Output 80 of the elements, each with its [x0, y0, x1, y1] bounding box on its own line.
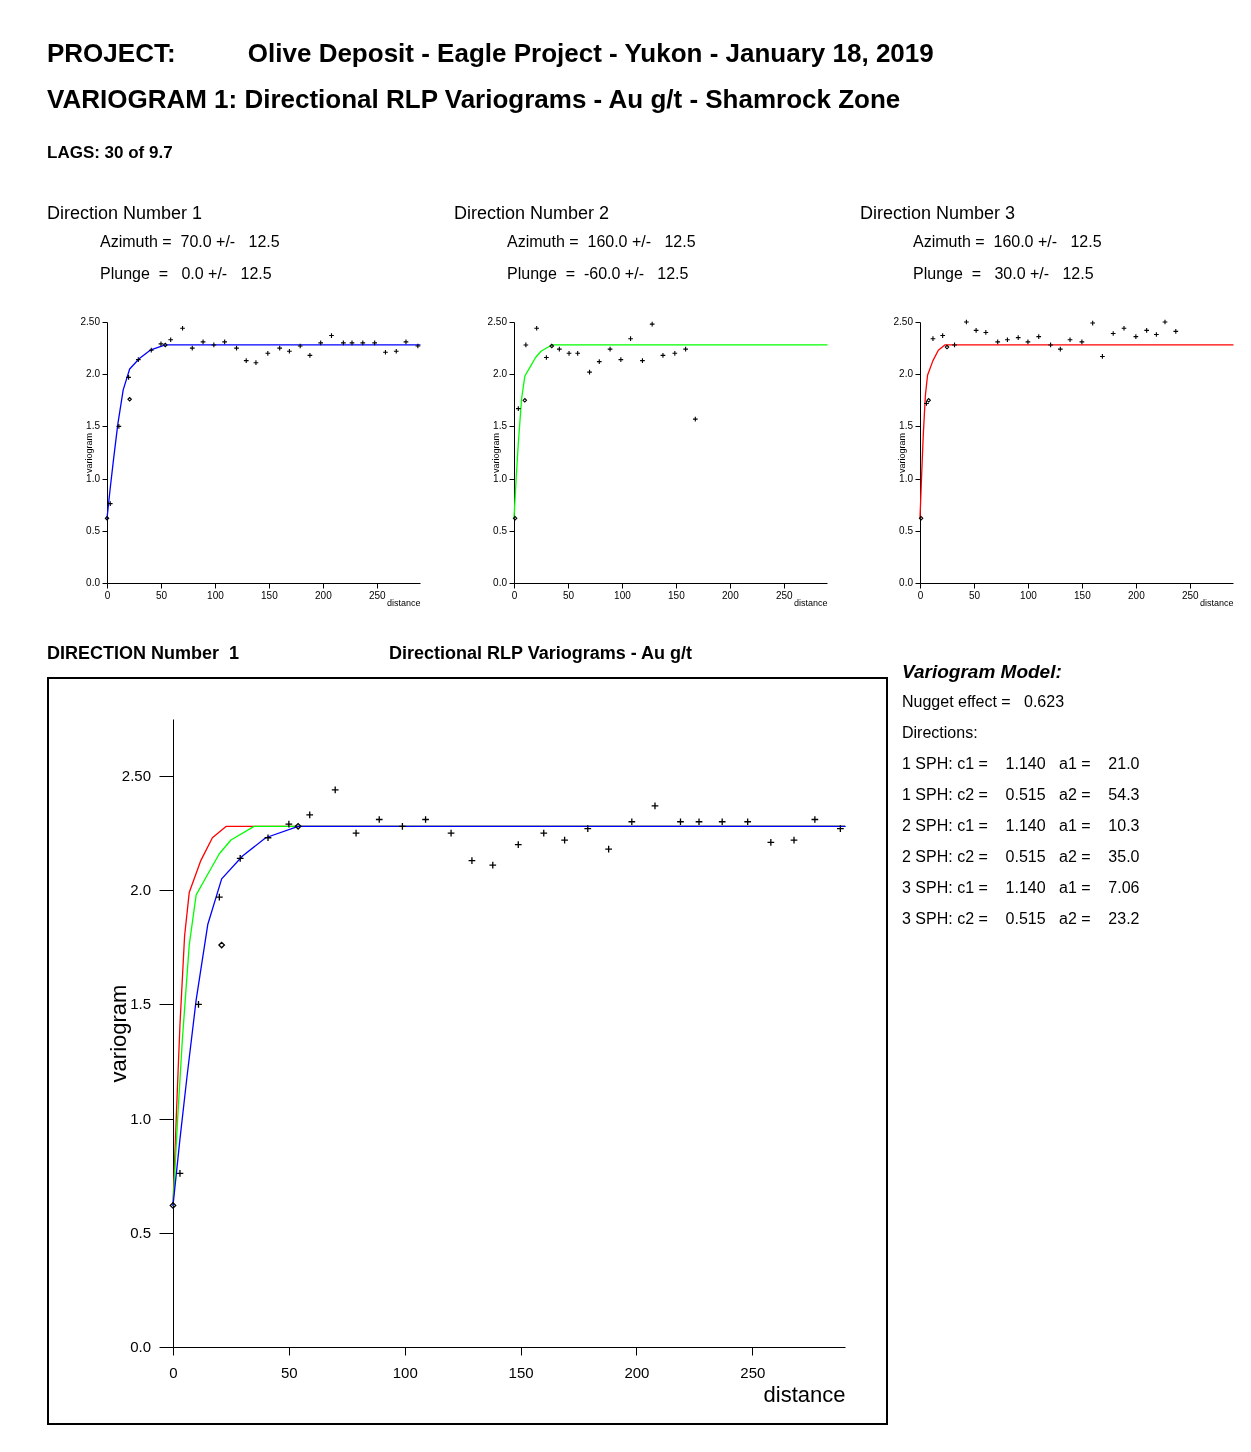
- chart-title: Direction Number 3: [860, 202, 1017, 225]
- y-tick-label: 1.5: [86, 420, 101, 432]
- y-tick-label: 2.50: [121, 767, 151, 785]
- y-tick-label: 1.5: [493, 420, 508, 432]
- x-tick-label: 50: [281, 1363, 298, 1381]
- x-tick-label: 200: [722, 589, 740, 601]
- y-axis-title: variogram: [897, 432, 907, 474]
- x-tick-label: 200: [1128, 589, 1146, 601]
- x-tick-label: 150: [261, 589, 279, 601]
- y-axis-title: variogram: [106, 984, 131, 1083]
- y-tick-label: 0.0: [130, 1338, 151, 1355]
- y-tick-label: 0.5: [493, 524, 508, 536]
- text: 3 SPH: c1 = 1.140 a1 = 7.06: [902, 878, 1140, 898]
- text: Azimuth = 70.0 +/- 12.5: [100, 232, 281, 252]
- x-tick-label: 50: [155, 589, 168, 601]
- x-tick-label: 150: [508, 1363, 534, 1381]
- text: PROJECT: Olive Deposit - Eagle Project - Yukon - January 18, 2019: [47, 37, 934, 70]
- y-tick-label: 2.50: [893, 316, 914, 327]
- y-axis-title: variogram: [84, 432, 94, 474]
- x-tick-label: 0: [104, 589, 111, 601]
- text: 2 SPH: c2 = 0.515 a2 = 35.0: [902, 847, 1140, 867]
- y-tick-label: 2.50: [80, 316, 101, 327]
- x-axis-title: distance: [386, 597, 421, 608]
- x-tick-label: 50: [562, 589, 575, 601]
- text: Azimuth = 160.0 +/- 12.5: [507, 232, 697, 252]
- text: LAGS: 30 of 9.7: [47, 142, 174, 164]
- x-tick-label: 0: [511, 589, 518, 601]
- x-tick-label: 150: [1074, 589, 1092, 601]
- x-tick-label: 250: [740, 1363, 766, 1381]
- chart-title: Directional RLP Variograms - Au g/t: [389, 643, 693, 664]
- y-tick-label: 1.0: [493, 472, 508, 484]
- text: Nugget effect = 0.623: [902, 692, 1066, 712]
- y-tick-label: 1.5: [130, 995, 151, 1013]
- x-tick-label: 150: [668, 589, 686, 601]
- x-tick-label: 100: [207, 589, 225, 601]
- x-tick-label: 100: [1020, 589, 1038, 601]
- text: 1 SPH: c1 = 1.140 a1 = 21.0: [902, 754, 1140, 774]
- x-axis-title: distance: [1199, 597, 1234, 608]
- x-tick-label: 0: [917, 589, 924, 601]
- x-tick-label: 50: [968, 589, 981, 601]
- text: VARIOGRAM 1: Directional RLP Variograms - Au g/t - Shamrock Zone: [47, 83, 902, 116]
- y-tick-label: 0.0: [899, 577, 914, 588]
- y-tick-label: 1.5: [899, 420, 914, 432]
- text: Plunge = 30.0 +/- 12.5: [913, 264, 1095, 284]
- y-tick-label: 0.5: [86, 524, 101, 536]
- y-tick-label: 0.5: [130, 1223, 151, 1241]
- y-axis-title: variogram: [491, 432, 501, 474]
- x-tick-label: 250: [1181, 589, 1200, 601]
- y-tick-label: 1.0: [86, 472, 101, 484]
- y-tick-label: 1.0: [130, 1109, 151, 1127]
- y-tick-label: 2.0: [86, 368, 101, 380]
- y-tick-label: 0.0: [493, 577, 508, 588]
- text: 3 SPH: c2 = 0.515 a2 = 23.2: [902, 909, 1140, 929]
- y-tick-label: 2.0: [899, 368, 914, 380]
- text: Azimuth = 160.0 +/- 12.5: [913, 232, 1103, 252]
- text: Directions:: [902, 723, 979, 743]
- x-tick-label: 250: [368, 589, 387, 601]
- y-tick-label: 0.5: [899, 524, 914, 536]
- x-tick-label: 200: [315, 589, 333, 601]
- text: Variogram Model:: [902, 660, 1063, 684]
- chart-title: Direction Number 1: [47, 202, 204, 225]
- x-axis-title: distance: [793, 597, 828, 608]
- x-tick-label: 200: [624, 1363, 650, 1381]
- text: Plunge = -60.0 +/- 12.5: [507, 264, 690, 284]
- y-tick-label: 0.0: [86, 577, 101, 588]
- y-tick-label: 1.0: [899, 472, 914, 484]
- text: Plunge = 0.0 +/- 12.5: [100, 264, 273, 284]
- text: DIRECTION Number 1: [47, 643, 240, 664]
- chart-title: Direction Number 2: [454, 202, 611, 225]
- x-tick-label: 100: [392, 1363, 418, 1381]
- x-tick-label: 100: [614, 589, 632, 601]
- x-axis-title: distance: [763, 1381, 846, 1407]
- text: 1 SPH: c2 = 0.515 a2 = 54.3: [902, 785, 1140, 805]
- y-tick-label: 2.0: [130, 881, 151, 899]
- x-tick-label: 0: [169, 1363, 178, 1381]
- y-tick-label: 2.50: [487, 316, 508, 327]
- text: 2 SPH: c1 = 1.140 a1 = 10.3: [902, 816, 1140, 836]
- y-tick-label: 2.0: [493, 368, 508, 380]
- plot-frame: 0 50 100 150 200 250 distance variogram 0.0 0.5 1.0 1.5 2.0 2.50: [47, 677, 888, 1425]
- x-tick-label: 250: [775, 589, 794, 601]
